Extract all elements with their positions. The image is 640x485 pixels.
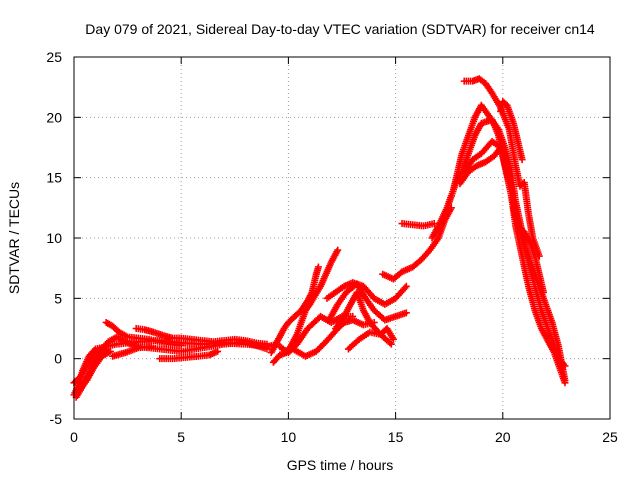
- series-track-n: [325, 280, 410, 324]
- data-point-marker: [334, 246, 342, 254]
- y-tick-label: 25: [46, 49, 62, 65]
- series-track-p: [344, 325, 397, 353]
- series-track-l: [289, 316, 378, 360]
- data-point-marker: [540, 288, 548, 296]
- series-track-h: [156, 347, 222, 363]
- data-point-marker: [177, 341, 185, 349]
- data-point-marker: [561, 376, 569, 384]
- data-point-marker: [263, 340, 271, 348]
- data-point-marker: [386, 339, 394, 347]
- chart-title: Day 079 of 2021, Sidereal Day-to-day VTE…: [85, 21, 595, 37]
- y-tick-label: 20: [46, 109, 62, 125]
- series-track-f: [132, 325, 271, 348]
- data-point-marker: [147, 343, 155, 351]
- series-track-x: [497, 98, 526, 164]
- data-point-marker: [106, 347, 114, 355]
- x-tick-label: 10: [281, 429, 297, 445]
- data-point-marker: [401, 284, 409, 292]
- series-track-v: [456, 144, 509, 188]
- y-tick-label: 10: [46, 230, 62, 246]
- data-point-marker: [389, 335, 397, 343]
- x-tick-label: 0: [70, 429, 78, 445]
- data-point-marker: [214, 347, 222, 355]
- x-tick-label: 5: [177, 429, 185, 445]
- ticks-layer: 0 5 10 15 20 25 -5 0 5 10 15 20 25: [46, 49, 618, 445]
- y-tick-label: 5: [54, 290, 62, 306]
- series-track-e: [102, 318, 185, 349]
- series-track-g: [109, 343, 155, 360]
- data-point-marker: [387, 340, 395, 348]
- data-points-layer: [70, 75, 569, 401]
- y-axis-label: SDTVAR / TECUs: [6, 182, 22, 294]
- y-tick-label: 0: [54, 351, 62, 367]
- data-point-marker: [314, 263, 322, 271]
- y-tick-label: 15: [46, 170, 62, 186]
- data-point-marker: [402, 282, 410, 290]
- data-point-marker: [501, 156, 509, 164]
- series-track-d: [76, 347, 114, 393]
- x-tick-label: 15: [388, 429, 404, 445]
- series-track-m: [323, 279, 410, 308]
- series-track-w: [460, 75, 543, 260]
- x-axis-label: GPS time / hours: [287, 457, 394, 473]
- x-tick-label: 25: [602, 429, 618, 445]
- data-point-marker: [402, 309, 410, 317]
- y-tick-label: -5: [50, 411, 63, 427]
- data-point-marker: [518, 156, 526, 164]
- x-tick-label: 20: [495, 429, 511, 445]
- series-track-y: [510, 204, 548, 296]
